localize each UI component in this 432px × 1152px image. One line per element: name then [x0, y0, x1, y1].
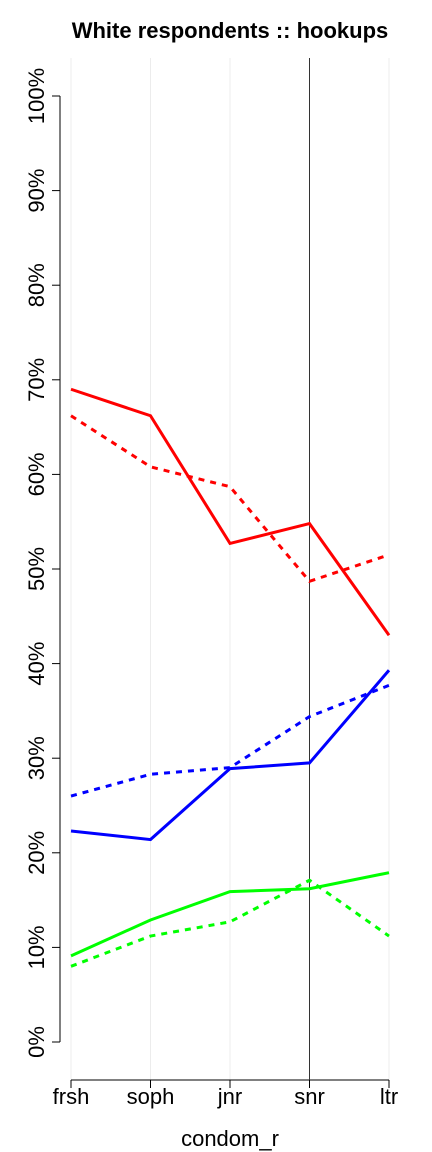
x-tick-label: ltr — [380, 1084, 398, 1109]
x-tick-label: frsh — [53, 1084, 90, 1109]
y-tick-label: 10% — [24, 925, 49, 969]
y-tick-label: 20% — [24, 831, 49, 875]
y-tick-label: 0% — [24, 1026, 49, 1058]
series-line — [70, 414, 390, 584]
x-tick-label: jnr — [217, 1084, 242, 1109]
x-tick-label: snr — [294, 1084, 325, 1109]
chart-title: White respondents :: hookups — [72, 18, 389, 43]
series-line — [70, 387, 391, 637]
y-tick-label: 40% — [24, 642, 49, 686]
series-line — [70, 871, 390, 958]
y-tick-label: 70% — [24, 358, 49, 402]
y-tick-label: 80% — [24, 263, 49, 307]
x-axis-title: condom_r — [181, 1126, 279, 1151]
y-tick-label: 90% — [24, 169, 49, 213]
series-line — [70, 669, 391, 842]
y-tick-label: 60% — [24, 452, 49, 496]
y-tick-label: 100% — [24, 68, 49, 124]
y-tick-label: 50% — [24, 547, 49, 591]
x-tick-label: soph — [127, 1084, 175, 1109]
y-tick-label: 30% — [24, 736, 49, 780]
